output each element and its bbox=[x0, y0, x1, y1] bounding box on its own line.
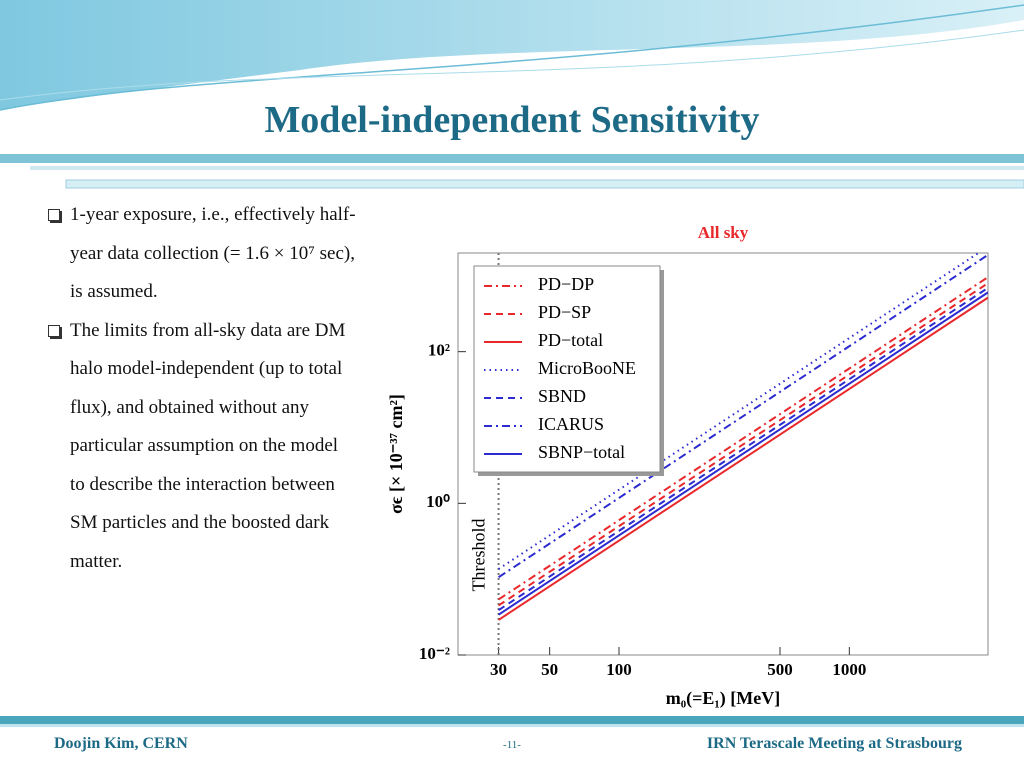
y-tick-label: 10² bbox=[428, 341, 450, 360]
plot-frame bbox=[457, 252, 989, 656]
series-line bbox=[498, 296, 988, 621]
footer-right: IRN Terascale Meeting at Strasbourg bbox=[706, 735, 962, 752]
legend-label: PD−total bbox=[538, 330, 603, 350]
footer-left: Doojin Kim, CERN bbox=[54, 735, 188, 752]
x-tick-label: 500 bbox=[767, 660, 793, 679]
header-decoration bbox=[0, 0, 1024, 189]
series-line bbox=[498, 254, 988, 579]
series-line bbox=[498, 276, 988, 601]
y-tick-label: 10⁰ bbox=[426, 492, 450, 511]
legend-label: ICARUS bbox=[538, 414, 604, 434]
y-axis-label: σϵ [× 10⁻³⁷ cm²] bbox=[386, 394, 406, 514]
bullet-text: The limits from all-sky data are DM halo… bbox=[70, 319, 346, 572]
bullet: The limits from all-sky data are DM halo… bbox=[46, 312, 356, 582]
x-axis-label: m₀(=E₁) [MeV] bbox=[666, 688, 781, 709]
bullet-text: 1-year exposure, i.e., effectively half-… bbox=[70, 204, 356, 302]
plot-lines bbox=[498, 253, 988, 621]
legend-label: SBND bbox=[538, 386, 586, 406]
legend-box bbox=[473, 265, 661, 473]
x-tick-label: 50 bbox=[541, 660, 558, 679]
series-line bbox=[498, 282, 988, 607]
page-number: -11- bbox=[503, 739, 521, 751]
legend-label: PD−SP bbox=[538, 302, 591, 322]
legend-label: SBNP−total bbox=[538, 442, 625, 462]
x-tick-label: 30 bbox=[490, 660, 507, 679]
y-tick-label: 10⁻² bbox=[419, 644, 450, 663]
series-line bbox=[498, 287, 988, 612]
legend-label: PD−DP bbox=[538, 274, 594, 294]
x-tick-label: 100 bbox=[606, 660, 632, 679]
bullet: 1-year exposure, i.e., effectively half-… bbox=[46, 196, 356, 312]
series-line bbox=[498, 291, 988, 616]
footer-decoration bbox=[0, 716, 1024, 727]
chart-title: All sky bbox=[698, 223, 749, 242]
bullet-list: 1-year exposure, i.e., effectively half-… bbox=[46, 196, 356, 581]
slide-title: Model-independent Sensitivity bbox=[264, 99, 760, 141]
x-tick-label: 1000 bbox=[832, 660, 866, 679]
legend-label: MicroBooNE bbox=[538, 358, 636, 378]
threshold-label: Threshold bbox=[469, 519, 489, 592]
chart: All sky m₀(=E₁) [MeV] σϵ [× 10⁻³⁷ cm²] 3… bbox=[382, 222, 992, 714]
